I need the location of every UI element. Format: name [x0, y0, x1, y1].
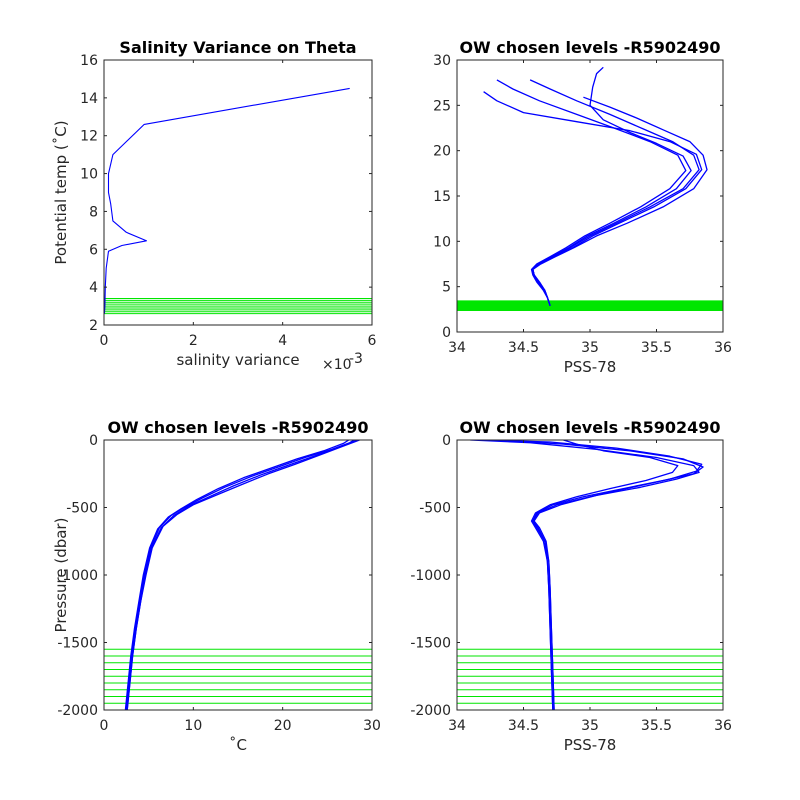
chart-p2: 34 34.5 35 35.5 36 0 5 10 15 20 25 30 OW chosen leve…: [433, 38, 732, 376]
y-tick-label-4: 0: [89, 433, 98, 449]
x-tick-label-3: 35.5: [641, 718, 672, 734]
x-tick-label-1: 34.5: [508, 718, 539, 734]
x-tick-label-1: 34.5: [508, 340, 539, 356]
data-layer: [104, 440, 372, 710]
x-tick-label-2: 4: [278, 333, 287, 349]
series-line-0: [104, 87, 350, 314]
y-tick-label-0: 2: [89, 318, 98, 334]
y-tick-label-5: 25: [433, 98, 451, 114]
x-tick-label-0: 0: [100, 333, 109, 349]
y-tick-label-4: 10: [80, 167, 98, 183]
axes-box: [103, 59, 373, 326]
data-layer: [457, 66, 723, 312]
y-tick-label-2: 6: [89, 242, 98, 258]
plot-area: [104, 60, 372, 325]
x-tick-label-3: 35.5: [641, 340, 672, 356]
data-layer: [457, 440, 723, 710]
y-tick-label-1: -1500: [410, 636, 451, 652]
y-tick-label-2: -1000: [57, 568, 98, 584]
y-tick-label-3: 15: [433, 189, 451, 205]
series-line-3: [126, 440, 360, 710]
x-axis-label: ˚C: [229, 736, 247, 754]
x-tick-label-3: 6: [368, 333, 377, 349]
x-tick-label-2: 35: [581, 340, 599, 356]
chart-title: OW chosen levels -R5902490: [107, 418, 368, 437]
y-tick-label-7: 16: [80, 53, 98, 69]
y-tick-label-0: -2000: [57, 703, 98, 719]
chart-p3: 0 10 20 30 -2000 -1500 -1000 -500 0 OW chosen lev…: [52, 418, 381, 754]
series-line-3: [483, 440, 703, 710]
x-axis-exponent-power: -3: [349, 351, 363, 367]
x-tick-label-2: 20: [274, 718, 292, 734]
y-tick-label-2: -1000: [410, 568, 451, 584]
y-tick-label-0: -2000: [410, 703, 451, 719]
y-tick-label-3: -500: [419, 501, 451, 517]
y-tick-label-0: 0: [442, 325, 451, 341]
plot-area: [104, 440, 372, 710]
plot-area: [457, 440, 723, 710]
y-tick-label-1: 4: [89, 280, 98, 296]
x-tick-label-1: 10: [184, 718, 202, 734]
x-tick-label-4: 36: [714, 340, 732, 356]
y-axis-label: Potential temp (˚C): [52, 120, 70, 264]
y-tick-label-4: 20: [433, 144, 451, 160]
series-line-2: [124, 440, 350, 710]
y-tick-label-4: 0: [442, 433, 451, 449]
chart-p4: 34 34.5 35 35.5 36 -2000 -1500 -1000 -500 0 OW cho…: [410, 418, 732, 754]
x-tick-label-1: 2: [189, 333, 198, 349]
y-axis-label: Pressure (dbar): [52, 518, 70, 633]
x-axis-label: PSS-78: [564, 736, 617, 754]
x-axis-label: PSS-78: [564, 358, 617, 376]
y-tick-label-3: 8: [89, 204, 98, 220]
x-tick-label-3: 30: [363, 718, 381, 734]
x-axis-label: salinity variance: [176, 351, 299, 369]
chart-title: OW chosen levels -R5902490: [459, 418, 720, 437]
x-tick-label-0: 34: [448, 718, 466, 734]
y-tick-label-1: -1500: [57, 636, 98, 652]
y-tick-label-1: 5: [442, 280, 451, 296]
y-tick-label-6: 14: [80, 91, 98, 107]
chart-title: Salinity Variance on Theta: [119, 38, 356, 57]
x-tick-label-0: 0: [100, 718, 109, 734]
y-tick-label-5: 12: [80, 129, 98, 145]
chart-title: OW chosen levels -R5902490: [459, 38, 720, 57]
x-tick-label-4: 36: [714, 718, 732, 734]
series-line-1: [496, 79, 687, 306]
x-axis-exponent: ×10: [322, 357, 352, 373]
data-layer: [104, 87, 372, 315]
x-tick-label-2: 35: [581, 718, 599, 734]
y-tick-label-2: 10: [433, 234, 451, 250]
y-tick-label-3: -500: [66, 501, 98, 517]
series-line-2: [530, 440, 679, 710]
y-tick-label-6: 30: [433, 53, 451, 69]
series-line-4: [483, 91, 703, 306]
x-tick-label-0: 34: [448, 340, 466, 356]
